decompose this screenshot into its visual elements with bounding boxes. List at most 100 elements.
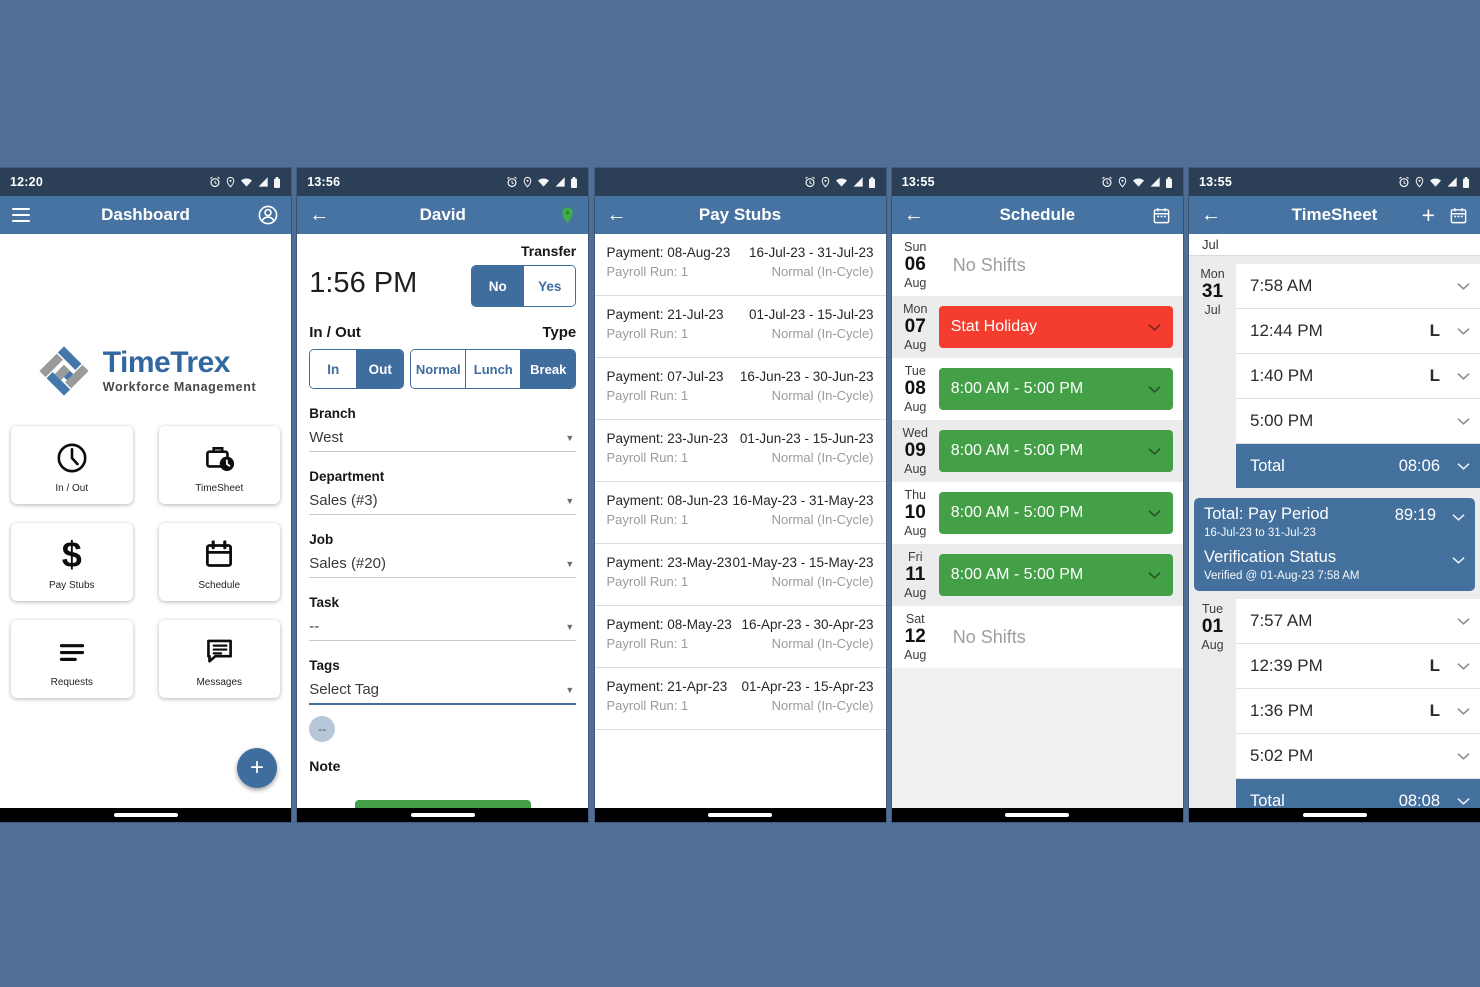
- job-select[interactable]: Sales (#20) ▼: [309, 547, 577, 578]
- day-total-row[interactable]: Total 08:06: [1236, 444, 1480, 488]
- location-pin-icon[interactable]: [559, 206, 576, 225]
- payroll-run: Payroll Run: 1: [606, 698, 689, 713]
- signal-icon: [555, 177, 565, 187]
- payroll-run: Payroll Run: 1: [606, 388, 689, 403]
- save-button[interactable]: Save: [354, 800, 531, 808]
- tags-select[interactable]: Select Tag ▼: [309, 673, 577, 705]
- location-icon: [1118, 176, 1127, 188]
- shift-pill[interactable]: 8:00 AM - 5:00 PM: [938, 554, 1173, 596]
- month-band: Jul: [1189, 234, 1480, 256]
- pay-stub-row[interactable]: Payment: 23-Jun-23 Payroll Run: 1 01-Jun-…: [594, 420, 886, 482]
- pay-stub-row[interactable]: Payment: 08-Aug-23 Payroll Run: 1 16-Jul-…: [594, 234, 886, 296]
- run-type: Normal (In-Cycle): [771, 698, 874, 713]
- chevron-down-icon: [1457, 617, 1470, 625]
- punch-row[interactable]: 1:40 PM L: [1236, 354, 1480, 399]
- pay-stub-row[interactable]: Payment: 08-May-23 Payroll Run: 1 16-Apr-…: [594, 606, 886, 668]
- payroll-run: Payroll Run: 1: [606, 264, 689, 279]
- alarm-icon: [507, 176, 518, 188]
- punch-row[interactable]: 1:36 PM L: [1236, 689, 1480, 734]
- payment-date: Payment: 23-Jun-23: [606, 431, 729, 446]
- punch-row[interactable]: 7:57 AM: [1236, 599, 1480, 644]
- shift-pill[interactable]: 8:00 AM - 5:00 PM: [938, 430, 1173, 472]
- tile-messages[interactable]: Messages: [158, 620, 280, 698]
- task-select[interactable]: -- ▼: [309, 610, 577, 641]
- punch-row[interactable]: 12:44 PM L: [1236, 309, 1480, 354]
- pay-period-total-row[interactable]: Total: Pay Period 16-Jul-23 to 31-Jul-23…: [1204, 505, 1465, 539]
- punch-row[interactable]: 5:00 PM: [1236, 399, 1480, 444]
- tile-timesheet[interactable]: TimeSheet: [158, 426, 280, 504]
- account-icon[interactable]: [257, 204, 279, 226]
- tags-label: Tags: [309, 658, 340, 673]
- gesture-bar[interactable]: [594, 808, 886, 822]
- no-shifts-label: No Shifts: [952, 254, 1026, 275]
- chevron-down-icon: [1457, 417, 1470, 425]
- back-icon[interactable]: ←: [903, 204, 924, 226]
- punch-row[interactable]: 12:39 PM L: [1236, 644, 1480, 689]
- tile-in-out[interactable]: In / Out: [11, 426, 133, 504]
- add-punch-icon[interactable]: +: [1421, 201, 1435, 228]
- transfer-no-button[interactable]: No: [472, 266, 524, 306]
- pay-period: 16-May-23 - 31-May-23: [732, 493, 874, 508]
- pay-stub-row[interactable]: Payment: 07-Jul-23 Payroll Run: 1 16-Jun-…: [594, 358, 886, 420]
- tile-schedule[interactable]: Schedule: [158, 523, 280, 601]
- payroll-run: Payroll Run: 1: [606, 574, 689, 589]
- day-of-week: Mon: [903, 301, 928, 316]
- gesture-bar[interactable]: [891, 808, 1183, 822]
- department-select[interactable]: Sales (#3) ▼: [309, 484, 577, 515]
- back-icon[interactable]: ←: [309, 204, 330, 226]
- back-icon[interactable]: ←: [1201, 204, 1221, 226]
- punch-time: 5:00 PM: [1250, 411, 1314, 430]
- plus-icon: +: [249, 754, 264, 781]
- chevron-down-icon: [1457, 752, 1470, 760]
- gesture-bar[interactable]: [1189, 808, 1480, 822]
- day-total-row[interactable]: Total 08:08: [1236, 779, 1480, 808]
- branch-select[interactable]: West ▼: [309, 421, 577, 452]
- punch-row[interactable]: 7:58 AM: [1236, 264, 1480, 309]
- payment-date: Payment: 23-May-23: [606, 555, 732, 570]
- day-month: Aug: [904, 585, 927, 600]
- dropdown-caret-icon: ▼: [565, 621, 575, 632]
- type-break-button[interactable]: Break: [520, 350, 576, 388]
- shift-pill[interactable]: 8:00 AM - 5:00 PM: [938, 368, 1173, 410]
- pay-period: 01-Apr-23 - 15-Apr-23: [741, 679, 874, 694]
- out-button[interactable]: Out: [356, 350, 404, 388]
- tag-chip[interactable]: --: [309, 716, 336, 742]
- gesture-bar[interactable]: [0, 808, 291, 822]
- department-value: Sales (#3): [309, 492, 378, 509]
- day-of-week: Sun: [904, 239, 927, 254]
- tile-label: Requests: [50, 677, 93, 688]
- day-month: Aug: [904, 275, 927, 290]
- holiday-shift-pill[interactable]: Stat Holiday: [938, 306, 1173, 348]
- day-number: 08: [904, 378, 926, 400]
- alarm-icon: [1101, 176, 1112, 188]
- job-label: Job: [309, 532, 334, 547]
- gesture-bar[interactable]: [297, 808, 589, 822]
- tile-pay-stubs[interactable]: $ Pay Stubs: [11, 523, 133, 601]
- calendar-icon[interactable]: [1152, 206, 1171, 225]
- menu-icon[interactable]: [12, 207, 30, 223]
- tile-requests[interactable]: Requests: [11, 620, 133, 698]
- job-value: Sales (#20): [309, 555, 386, 572]
- pay-stub-row[interactable]: Payment: 21-Apr-23 Payroll Run: 1 01-Apr-…: [594, 668, 886, 730]
- battery-icon: [868, 176, 875, 188]
- schedule-list: Sun 06 Aug No Shifts Mon 07 Aug Stat Hol…: [891, 234, 1183, 808]
- back-icon[interactable]: ←: [606, 204, 627, 226]
- shift-pill[interactable]: 8:00 AM - 5:00 PM: [938, 492, 1173, 534]
- add-fab-button[interactable]: +: [237, 748, 277, 788]
- shift-label: 8:00 AM - 5:00 PM: [950, 380, 1084, 397]
- pay-stub-row[interactable]: Payment: 08-Jun-23 Payroll Run: 1 16-May-…: [594, 482, 886, 544]
- pay-stub-row[interactable]: Payment: 21-Jul-23 Payroll Run: 1 01-Jul-…: [594, 296, 886, 358]
- calendar-icon[interactable]: [1449, 206, 1468, 225]
- verification-status-row[interactable]: Verification Status Verified @ 01-Aug-23…: [1204, 548, 1465, 582]
- type-normal-button[interactable]: Normal: [411, 350, 466, 388]
- pay-stub-row[interactable]: Payment: 23-May-23 Payroll Run: 1 01-May-…: [594, 544, 886, 606]
- chevron-down-icon: [1457, 327, 1470, 335]
- day-of-week: Thu: [904, 487, 927, 502]
- transfer-yes-button[interactable]: Yes: [523, 266, 576, 306]
- type-lunch-button[interactable]: Lunch: [465, 350, 521, 388]
- screen-dashboard: 12:20 Dashboard: [0, 168, 291, 822]
- punch-row[interactable]: 5:02 PM: [1236, 734, 1480, 779]
- in-button[interactable]: In: [310, 350, 357, 388]
- tags-value: Select Tag: [309, 681, 380, 698]
- day-of-week: Fri: [907, 549, 923, 564]
